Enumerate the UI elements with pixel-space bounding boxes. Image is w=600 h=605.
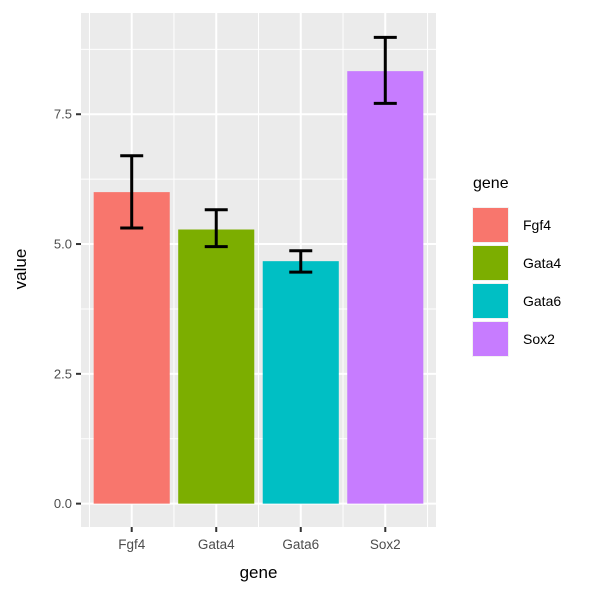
legend-swatch-gata6 bbox=[472, 283, 509, 319]
x-tick-label: Sox2 bbox=[370, 537, 401, 552]
bar-sox2 bbox=[347, 71, 424, 504]
x-axis-title: gene bbox=[239, 563, 278, 582]
bar-fgf4 bbox=[93, 192, 170, 504]
y-tick-label: 5.0 bbox=[54, 237, 72, 252]
legend-entry-sox2: Sox2 bbox=[472, 320, 561, 358]
bar-gata4 bbox=[178, 229, 255, 504]
legend-label-sox2: Sox2 bbox=[523, 331, 555, 347]
y-tick-label: 7.5 bbox=[54, 107, 72, 122]
legend-swatch-gata4 bbox=[472, 245, 509, 281]
legend: gene Fgf4 Gata4 Gata6 Sox2 bbox=[472, 175, 561, 358]
x-tick-label: Fgf4 bbox=[118, 537, 146, 552]
y-tick-label: 2.5 bbox=[54, 366, 72, 381]
legend-label-fgf4: Fgf4 bbox=[523, 217, 552, 233]
legend-title: gene bbox=[473, 175, 509, 192]
legend-entry-gata6: Gata6 bbox=[472, 282, 561, 320]
legend-entry-fgf4: Fgf4 bbox=[472, 206, 561, 244]
legend-label-gata6: Gata6 bbox=[523, 293, 562, 309]
legend-entry-gata4: Gata4 bbox=[472, 244, 561, 282]
y-axis-title: value bbox=[11, 248, 30, 290]
legend-label-gata4: Gata4 bbox=[523, 255, 562, 271]
legend-swatch-fgf4 bbox=[472, 207, 509, 243]
legend-entries: Fgf4 Gata4 Gata6 Sox2 bbox=[472, 206, 561, 358]
x-tick-label: Gata4 bbox=[198, 537, 235, 552]
legend-swatch-sox2 bbox=[472, 321, 509, 357]
bar-gata6 bbox=[262, 261, 339, 504]
y-tick-label: 0.0 bbox=[54, 496, 72, 511]
x-tick-label: Gata6 bbox=[282, 537, 319, 552]
